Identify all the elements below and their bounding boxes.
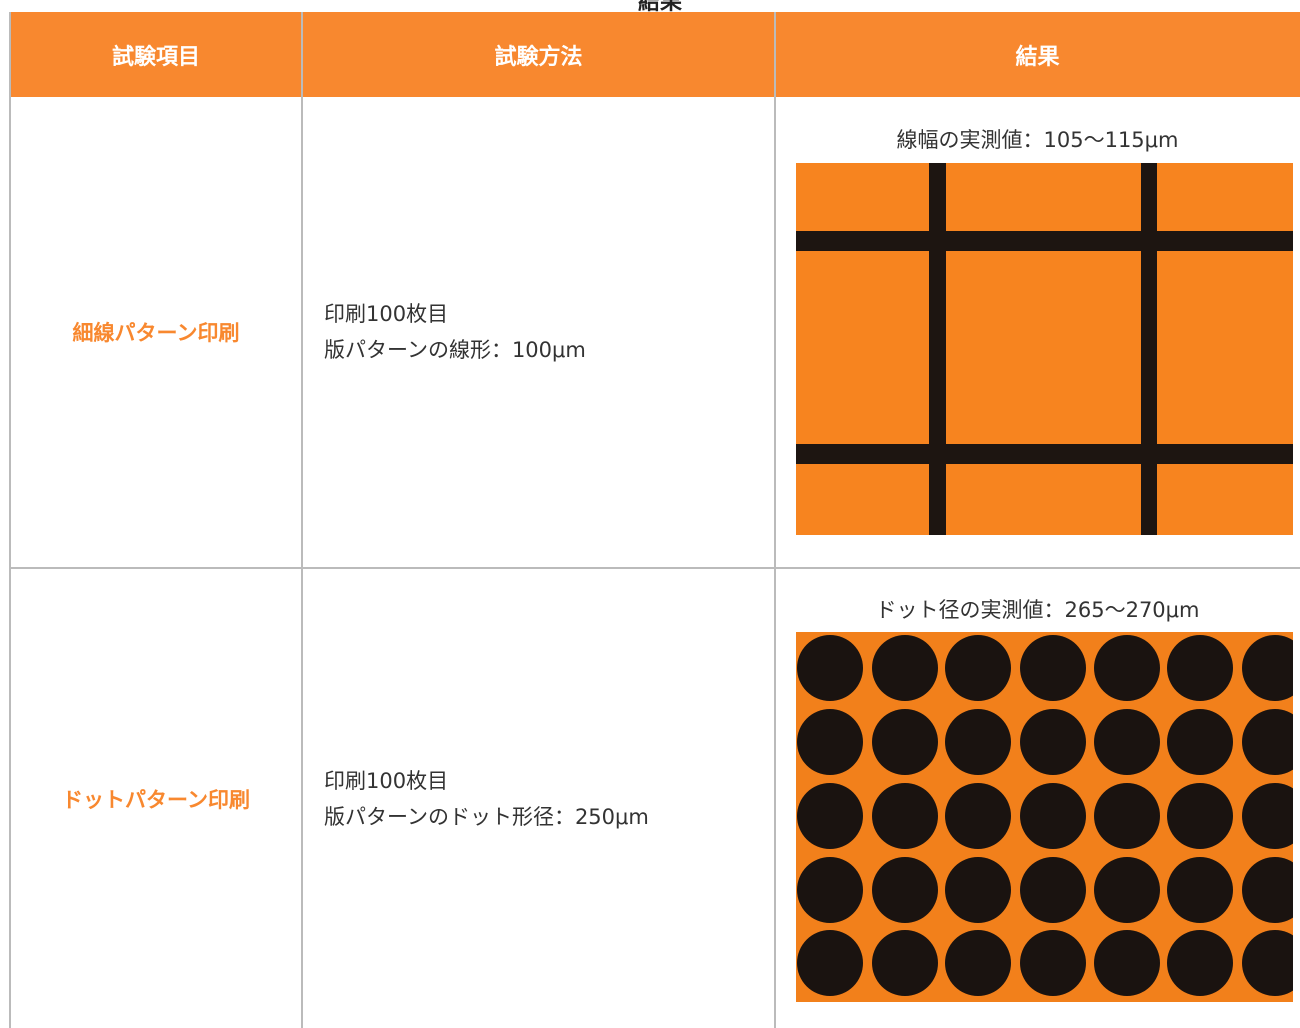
method-cell: 印刷100枚目 版パターンのドット形径：250μm [302, 569, 775, 1028]
photo-dot [945, 709, 1011, 775]
photo-background [796, 163, 1293, 535]
photo-line [796, 231, 1293, 251]
photo-dot [797, 857, 863, 923]
photo-line [796, 444, 1293, 464]
method-line: 印刷100枚目 [324, 768, 449, 793]
photo-dot [1094, 709, 1160, 775]
item-cell: 細線パターン印刷 [72, 321, 240, 345]
photo-dot [797, 783, 863, 849]
method-line: 印刷100枚目 [324, 302, 449, 326]
photo-dot [1020, 930, 1086, 996]
photo-dot [797, 930, 863, 996]
item-cell: ドットパターン印刷 [62, 787, 250, 812]
photo-dot [1242, 783, 1293, 849]
method-cell: 印刷100枚目 版パターンの線形：100μm [302, 97, 775, 567]
border [9, 12, 11, 1028]
header-cell: 試験項目 [10, 12, 302, 97]
photo-dot [797, 635, 863, 701]
photo-dot [872, 930, 938, 996]
photo-dot [1167, 783, 1233, 849]
photo-dot [1242, 635, 1293, 701]
photo-dot [945, 930, 1011, 996]
photo-dot [872, 635, 938, 701]
photo-dot [1020, 783, 1086, 849]
photo-dot [872, 857, 938, 923]
caption: 結果 [637, 0, 682, 15]
border [10, 567, 1300, 569]
photo-dot [945, 857, 1011, 923]
photo-dot [1242, 709, 1293, 775]
border [301, 12, 303, 1028]
photo-dot [1167, 709, 1233, 775]
photo-line [1141, 163, 1157, 535]
method-line: 版パターンの線形：100μm [324, 338, 586, 362]
photo-dot [1167, 930, 1233, 996]
photo-dot [1020, 635, 1086, 701]
line-pattern-photo [796, 163, 1293, 535]
method-line: 版パターンのドット形径：250μm [324, 804, 649, 829]
header-cell: 試験方法 [302, 12, 775, 97]
photo-dot [945, 635, 1011, 701]
photo-dot [1020, 709, 1086, 775]
photo-dot [1167, 635, 1233, 701]
photo-dot [1094, 635, 1160, 701]
photo-dot [1020, 857, 1086, 923]
border [774, 12, 776, 1028]
photo-dot [1242, 857, 1293, 923]
photo-dot [1094, 930, 1160, 996]
photo-dot [1094, 857, 1160, 923]
photo-dot [1167, 857, 1233, 923]
photo-dot [1242, 930, 1293, 996]
result-caption: 線幅の実測値：105〜115μm [896, 128, 1179, 152]
result-caption: ドット径の実測値：265〜270μm [875, 598, 1200, 622]
photo-dot [797, 709, 863, 775]
photo-dot [872, 783, 938, 849]
dot-pattern-photo [796, 632, 1293, 1002]
photo-dot [1094, 783, 1160, 849]
photo-line [929, 163, 946, 535]
header-cell: 結果 [775, 12, 1300, 97]
photo-dot [872, 709, 938, 775]
photo-dot [945, 783, 1011, 849]
